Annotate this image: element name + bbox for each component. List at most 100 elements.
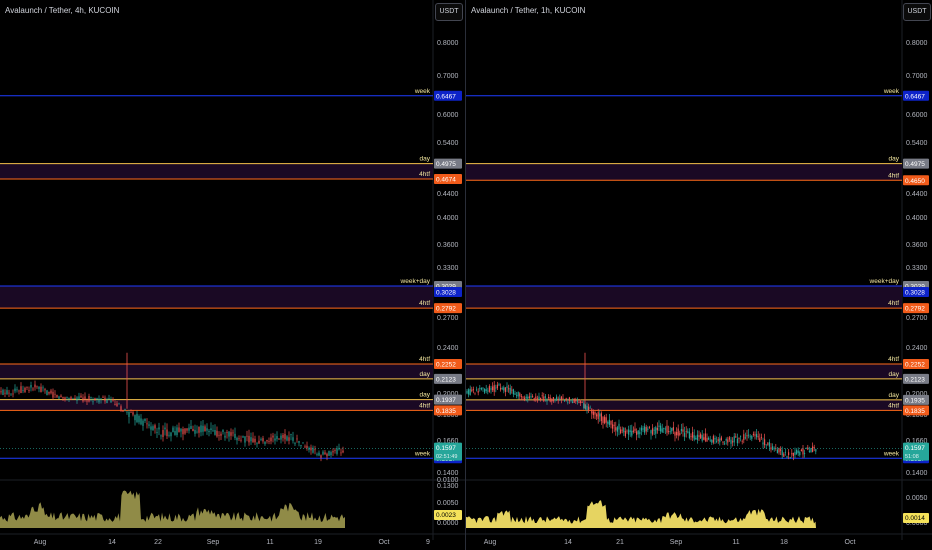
candle-body — [700, 434, 702, 439]
candle-body — [34, 384, 36, 388]
candle-body — [648, 427, 650, 429]
candle-body — [805, 447, 807, 449]
candle-body — [256, 443, 258, 445]
candle-body — [328, 451, 330, 456]
price-tick-label: 0.2700 — [906, 315, 928, 322]
currency-button-right[interactable]: USDT — [903, 3, 931, 21]
candle-body — [104, 397, 106, 402]
candle-body — [525, 396, 527, 399]
last-price-badge — [434, 442, 462, 461]
candle-body — [634, 428, 636, 431]
chart-canvas-right[interactable]: 0.8000 0.7000 0.6000 0.5400 0.4400 0.4000 0.36… — [466, 0, 932, 550]
candle-body — [664, 428, 666, 430]
candle-body — [653, 429, 655, 431]
candle-body — [26, 386, 28, 388]
candle-body — [28, 390, 30, 391]
candle-body — [492, 386, 494, 391]
level-price-badge — [903, 90, 929, 101]
candle-body — [176, 427, 178, 436]
candle-body — [661, 428, 663, 433]
candle-body — [186, 428, 188, 431]
candle-body — [102, 396, 104, 398]
level-price-text: 0.1835 — [905, 408, 925, 415]
chart-pane-left[interactable]: 0.8000 0.7000 0.6000 0.5400 0.4400 0.4000 0.36… — [0, 0, 465, 550]
candle-body — [340, 452, 342, 454]
price-tick-label: 0.2000 — [906, 391, 928, 398]
candle-body — [628, 429, 630, 435]
price-tick-label: 0.3300 — [906, 265, 928, 272]
price-tick-label: 0.4000 — [437, 215, 459, 222]
level-band — [466, 163, 902, 181]
candle-body — [254, 438, 256, 443]
pane-divider[interactable] — [465, 0, 466, 550]
candle-body — [692, 432, 694, 438]
candle-body — [64, 397, 66, 401]
candle-body — [508, 388, 510, 390]
candle-body — [72, 398, 74, 400]
candle-body — [228, 431, 230, 437]
candle-body — [192, 428, 194, 432]
candle-body — [166, 429, 168, 437]
candle-body — [112, 399, 114, 401]
candle-body — [773, 448, 775, 450]
candle-body — [516, 395, 518, 397]
candle-body — [800, 449, 802, 452]
candle-body — [616, 427, 618, 432]
candle-body — [636, 431, 638, 435]
chart-canvas-left[interactable]: 0.8000 0.7000 0.6000 0.5400 0.4400 0.4000 0.36… — [0, 0, 465, 550]
candle-body — [240, 439, 242, 441]
candle-body — [260, 439, 262, 440]
candle-body — [190, 426, 192, 429]
candle-body — [246, 435, 248, 437]
level-price-text: 0.1937 — [436, 397, 456, 404]
volume-tick-label: 0.0050 — [437, 500, 459, 507]
level-band — [0, 364, 433, 379]
level-price-text: 0.4975 — [905, 161, 925, 168]
candle-body — [581, 401, 583, 403]
candle-body — [746, 435, 748, 437]
candle-body — [136, 413, 138, 422]
price-tick-label: 0.6000 — [437, 112, 459, 119]
volume-area — [466, 500, 816, 528]
candle-body — [106, 399, 108, 404]
candle-body — [172, 427, 174, 433]
candle-body — [202, 425, 204, 432]
candle-body — [479, 387, 481, 389]
candle-body — [663, 428, 665, 429]
candle-body — [557, 398, 559, 401]
candle-body — [709, 439, 711, 441]
candle-body — [292, 437, 294, 441]
candle-body — [757, 436, 759, 438]
candle-body — [698, 435, 700, 437]
candle-body — [30, 384, 32, 388]
candle-body — [232, 432, 234, 434]
level-price-text: 0.2792 — [436, 306, 456, 313]
candle-body — [676, 431, 678, 436]
candle-body — [551, 400, 553, 402]
time-tick-label: Oct — [379, 539, 390, 546]
candle-body — [0, 391, 2, 393]
candle-body — [168, 434, 170, 436]
currency-button-left[interactable]: USDT — [435, 3, 463, 21]
level-price-badge — [434, 287, 462, 298]
candle-body — [642, 428, 644, 430]
candle-body — [685, 431, 687, 433]
chart-pane-right[interactable]: 0.8000 0.7000 0.6000 0.5400 0.4400 0.4000 0.36… — [466, 0, 932, 550]
candle-body — [68, 397, 70, 400]
candle-body — [652, 428, 654, 435]
candle-body — [533, 398, 535, 401]
candle-body — [708, 437, 710, 440]
candle-body — [575, 399, 577, 402]
candle-body — [519, 393, 521, 397]
candle-body — [764, 439, 766, 446]
candle-body — [14, 388, 16, 392]
candle-body — [594, 411, 596, 415]
candle-body — [250, 437, 252, 442]
candle-body — [20, 386, 22, 393]
candle-body — [783, 453, 785, 457]
candle-body — [298, 441, 300, 443]
candle-body — [480, 388, 482, 390]
candle-body — [565, 398, 567, 400]
time-tick-label: 11 — [732, 539, 739, 546]
candle-body — [468, 389, 470, 395]
